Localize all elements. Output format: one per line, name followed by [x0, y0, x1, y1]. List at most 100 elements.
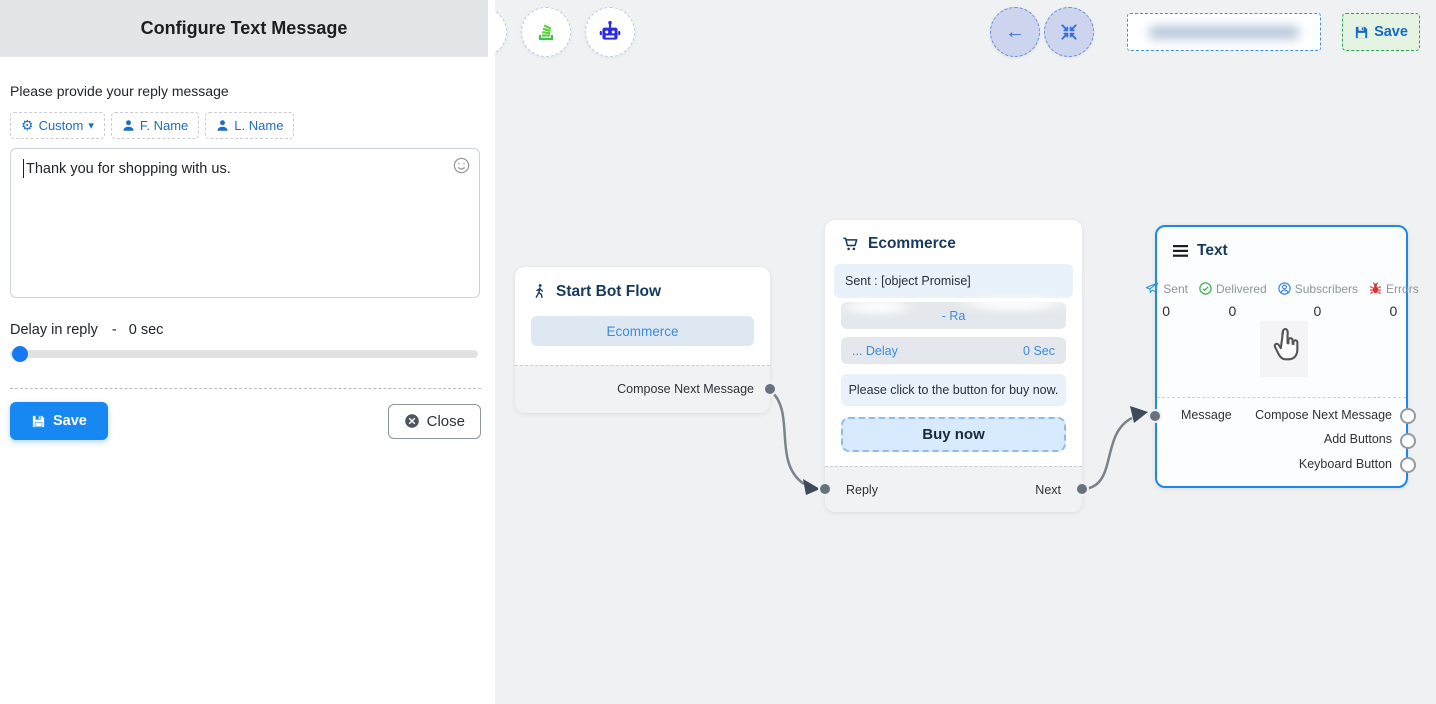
- panel-save-label: Save: [53, 413, 87, 429]
- start-node-output-port[interactable]: [763, 382, 777, 396]
- custom-label: Custom: [38, 118, 84, 133]
- robot-icon: [597, 19, 623, 45]
- delay-row: Delay in reply - 0 sec: [10, 322, 481, 338]
- blurred-reply-box[interactable]: - Ra: [827, 292, 1076, 329]
- node-start-bot-flow[interactable]: Start Bot Flow Ecommerce Compose Next Me…: [515, 267, 777, 413]
- panel-save-button[interactable]: Save: [10, 402, 108, 440]
- compress-icon: [1059, 22, 1079, 42]
- next-port-label: Next: [1035, 482, 1061, 497]
- errors-bug-icon: [1368, 281, 1383, 296]
- walking-person-icon: [531, 282, 548, 301]
- flow-title-input[interactable]: [1127, 13, 1321, 51]
- delay-box-value: 0 Sec: [1023, 343, 1055, 358]
- delay-box-label: ... Delay: [852, 343, 898, 358]
- delay-slider[interactable]: [10, 346, 478, 362]
- ecommerce-node-header: Ecommerce: [825, 220, 1082, 262]
- subscribers-icon: [1277, 281, 1292, 296]
- stat-subscribers-value: 0: [1313, 303, 1322, 319]
- ecommerce-node-title: Ecommerce: [868, 235, 956, 252]
- ecommerce-reply-port[interactable]: [818, 482, 832, 496]
- add-buttons-label: Add Buttons: [1323, 432, 1392, 447]
- stat-subscribers-label: Subscribers: [1294, 281, 1359, 296]
- fit-view-button[interactable]: [1044, 7, 1094, 57]
- save-disk-icon: [31, 414, 46, 429]
- stat-delivered-label: Delivered: [1215, 281, 1267, 296]
- panel-close-button[interactable]: Close: [387, 403, 481, 439]
- stat-delivered: Delivered 0: [1198, 281, 1267, 319]
- delivered-check-icon: [1198, 281, 1213, 296]
- ecommerce-node-footer: Reply Next: [825, 466, 1082, 512]
- node-text[interactable]: Text Sent 0: [1146, 225, 1419, 488]
- start-node-ecommerce-button[interactable]: Ecommerce: [531, 316, 754, 346]
- start-node-title: Start Bot Flow: [556, 282, 662, 300]
- stats-row: Sent 0 Delivered 0: [1146, 281, 1419, 319]
- delay-dash: -: [111, 322, 117, 338]
- compose-next-message-label: Compose Next Message: [617, 382, 754, 396]
- reply-prompt-label: Please provide your reply message: [10, 83, 229, 99]
- text-node-title: Text: [1197, 242, 1228, 259]
- text-node-footer: Message Compose Next Message Add Buttons…: [1157, 396, 1406, 487]
- text-add-buttons-port[interactable]: [1400, 433, 1416, 449]
- blurred-reply-fragment: - Ra: [941, 308, 966, 323]
- stat-sent-value: 0: [1162, 303, 1171, 319]
- delay-slider-thumb[interactable]: [12, 346, 28, 362]
- sent-status-box: Sent : [object Promise]: [834, 264, 1073, 298]
- text-keyboard-button-port[interactable]: [1400, 457, 1416, 473]
- stack-tool-button[interactable]: [521, 7, 571, 57]
- text-message-input-port[interactable]: [1148, 409, 1162, 423]
- back-arrow-icon: ←: [1005, 20, 1025, 43]
- cursor-zone: [1157, 319, 1406, 381]
- ecommerce-next-port[interactable]: [1075, 482, 1089, 496]
- ecommerce-prompt-box: Please click to the button for buy now.: [841, 374, 1066, 406]
- cart-icon: [841, 235, 860, 253]
- reply-message-input[interactable]: Thank you for shopping with us.: [10, 148, 480, 298]
- keyboard-button-label: Keyboard Button: [1298, 456, 1392, 471]
- save-disk-icon: [1354, 25, 1369, 40]
- hamburger-icon: [1173, 244, 1189, 258]
- buy-now-button[interactable]: Buy now: [841, 417, 1066, 452]
- reply-port-label: Reply: [846, 482, 878, 497]
- person-icon: [216, 119, 229, 132]
- panel-close-label: Close: [426, 412, 465, 430]
- delay-label: Delay in reply: [10, 322, 98, 338]
- start-node-header: Start Bot Flow: [515, 267, 770, 310]
- first-name-button[interactable]: F. Name: [110, 112, 200, 139]
- stat-errors-label: Errors: [1386, 281, 1419, 296]
- stack-icon: [534, 20, 558, 44]
- stat-errors: Errors 0: [1368, 281, 1419, 319]
- panel-title: Configure Text Message: [140, 18, 348, 38]
- last-name-label: L. Name: [234, 118, 284, 133]
- panel-header: Configure Text Message: [0, 0, 488, 57]
- flow-save-label: Save: [1374, 24, 1408, 40]
- sent-plane-icon: [1144, 281, 1160, 296]
- hand-pointer-cursor: [1270, 325, 1304, 367]
- custom-dropdown-button[interactable]: ⚙ Custom ▾: [10, 112, 105, 139]
- close-circle-icon: [404, 413, 420, 429]
- message-port-label: Message: [1181, 407, 1232, 422]
- configure-panel: Configure Text Message Please provide yo…: [0, 0, 495, 704]
- last-name-button[interactable]: L. Name: [205, 112, 295, 139]
- sent-status-text: Sent : [object Promise]: [845, 274, 971, 288]
- bot-tool-button[interactable]: [585, 7, 635, 57]
- stat-sent: Sent 0: [1144, 281, 1188, 319]
- text-caret: [23, 159, 24, 178]
- back-button[interactable]: ←: [990, 7, 1040, 57]
- stat-delivered-value: 0: [1228, 303, 1237, 319]
- panel-divider: [10, 388, 481, 389]
- stat-sent-label: Sent: [1163, 281, 1188, 296]
- first-name-label: F. Name: [139, 118, 189, 133]
- caret-down-icon: ▾: [88, 120, 94, 132]
- gears-icon: ⚙: [21, 117, 34, 133]
- blurred-text: [1149, 25, 1299, 39]
- flow-save-button[interactable]: Save: [1342, 13, 1420, 51]
- person-icon: [122, 119, 135, 132]
- merge-field-chips: ⚙ Custom ▾ F. Name: [10, 112, 481, 139]
- start-node-footer: Compose Next Message: [515, 365, 770, 413]
- delay-box[interactable]: ... Delay 0 Sec: [841, 337, 1066, 364]
- ecommerce-prompt-text: Please click to the button for buy now.: [848, 383, 1059, 397]
- emoji-picker-icon[interactable]: [452, 156, 471, 175]
- text-compose-port[interactable]: [1400, 408, 1416, 424]
- node-ecommerce[interactable]: Ecommerce Sent : [object Promise] - Ra .…: [818, 220, 1089, 512]
- stat-subscribers: Subscribers 0: [1277, 281, 1358, 319]
